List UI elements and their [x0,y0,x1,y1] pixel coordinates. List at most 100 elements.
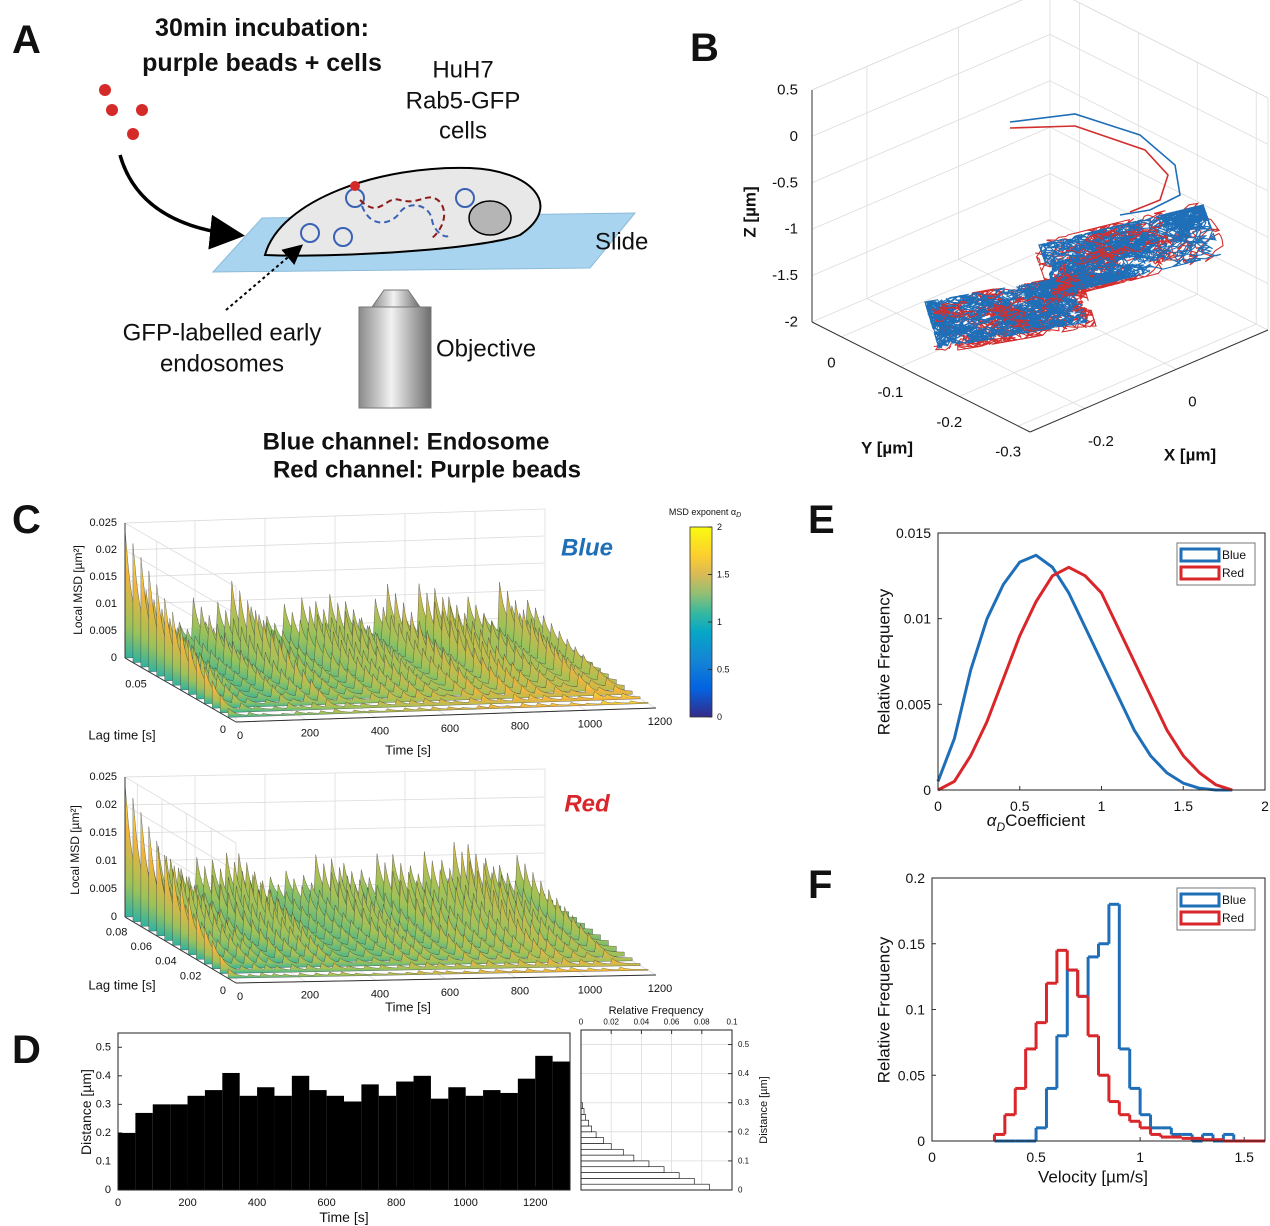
surface-sketch [211,680,633,709]
bar [118,1132,136,1190]
z-tick-label: 0.005 [89,625,117,637]
box-edge [1072,0,1269,99]
y-tick-label: 0.2 [738,1127,750,1136]
pointer [225,244,304,311]
bar [483,1090,501,1190]
lag-tick-label: 0 [220,985,226,997]
x-tick-label: 200 [178,1197,196,1209]
y-tick-label: 0 [827,354,835,371]
z-tick-label: 0.025 [89,771,117,783]
trajectory-sketch [1039,215,1176,264]
legend-label: Red [1222,911,1244,925]
grid-line [959,293,1198,397]
panel-label: A [12,18,41,62]
cell-label: HuH7 [432,57,493,84]
x-tick-label: 0 [1188,394,1196,411]
hist-bar [580,1148,624,1156]
y-tick-label: 0 [738,1186,743,1195]
z-tick-label: 0.015 [89,827,117,839]
channel-note: Blue channel: Endosome [263,429,550,456]
surface-sketch [219,953,641,974]
y-tick-label: 0.1 [738,1156,750,1165]
time-tick-label: 400 [371,725,389,737]
legend-swatch [1179,565,1221,581]
grid-line [1049,126,1269,238]
z-axis-label: Local MSD [µm²] [71,545,85,635]
lag-axis-label: Lag time [s] [88,978,155,993]
z-tick-label: 0 [111,911,117,923]
x-tick-label: 0.5 [1010,798,1030,814]
x-tick-label: 400 [248,1197,266,1209]
z-tick-label: 0.02 [96,799,117,811]
endosome [333,227,353,247]
x-tick-label: 0.06 [664,1018,680,1027]
grid-line [1049,80,1269,192]
time-tick-label: 200 [301,728,319,740]
bar [152,1104,171,1190]
grid-line [124,804,237,872]
z-tick-label: 0.5 [777,82,798,99]
bar [344,1101,362,1190]
colorbar-tick-label: 1 [717,617,722,627]
nucleus [468,200,512,236]
hist-bar [580,1160,650,1168]
axis-line [235,974,657,984]
trajectory-sketch [1053,264,1081,292]
bar [535,1055,553,1190]
legend-label: Blue [1222,893,1246,907]
z-tick-label: -1.5 [772,267,798,284]
bead [350,181,360,191]
z-axis-label: Z [µm] [741,186,760,237]
grid-line [124,522,237,588]
grid-line [866,298,1086,409]
z-tick-label: 0.005 [89,883,117,895]
heading: purple beads + cells [142,49,382,77]
colorbar-tick-label: 0.5 [717,665,730,675]
time-tick-label: 1200 [648,716,672,728]
x-axis-label: X [µm] [1164,446,1216,465]
heading: 30min incubation: [155,14,369,42]
bar [187,1095,205,1190]
endosome [455,188,475,208]
x-tick-label: -0.2 [1088,433,1114,450]
cell-label: cells [439,118,487,145]
endosomes [300,188,475,247]
time-tick-label: 1200 [648,983,672,995]
hist-bar [580,1166,665,1173]
bar [204,1090,223,1190]
surface-sketch [227,700,649,718]
trajectory-sketch [995,282,1058,332]
time-axis-label: Time [s] [385,1000,431,1015]
y-tick-label: 0.2 [906,870,926,886]
x-tick-label: 2 [1261,798,1269,814]
y-tick-label: 0.15 [898,936,925,952]
surface-sketch [204,926,625,965]
endosome [300,223,320,243]
bar [413,1075,431,1190]
plot-frame [931,877,1266,1142]
lag-tick-label: 0.05 [125,678,146,690]
y-tick-label: 0.3 [738,1098,750,1107]
x-axis-label: Velocity [µm/s] [1038,1168,1148,1187]
plot-frame [117,1032,571,1191]
z-tick-label: 0 [111,652,117,664]
x-tick-label: 0 [928,1149,936,1165]
bead [127,128,139,140]
y-tick-label: -0.3 [995,444,1021,461]
hist-bar [580,1143,612,1150]
trajectory-sketch [1134,204,1216,251]
bead-track [359,196,446,239]
hist-bar [580,1154,635,1162]
time-tick-label: 1000 [578,718,602,730]
bar [170,1104,188,1190]
trajectory-sketch [1065,229,1121,265]
channel-label: Red [564,791,611,818]
z-tick-label: 0.02 [96,544,117,556]
y-axis-label: Distance [µm] [78,1069,94,1155]
colorbar-tick-label: 0 [717,712,722,722]
cell-label: Rab5-GFP [406,88,521,115]
bead [99,84,111,96]
z-tick-label: 0.01 [96,855,117,867]
hist-bar [580,1125,592,1133]
y-tick-label: 0.01 [904,611,931,627]
